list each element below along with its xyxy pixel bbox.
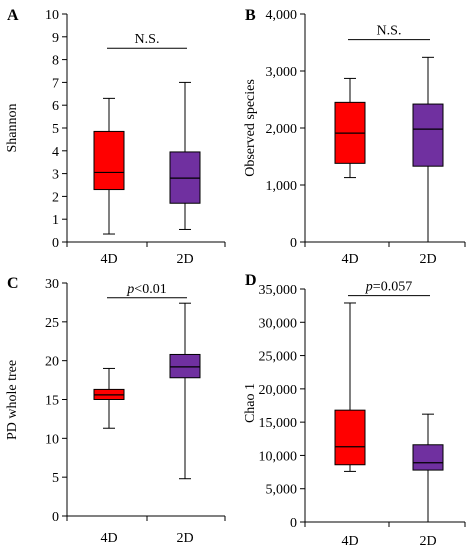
panel-c: C PD whole tree 0 5 10 15 20 25 30 p<0.01 4D 2D (5, 275, 226, 546)
y-tick-label: 15,000 (259, 416, 298, 431)
significance-label: N.S. (377, 24, 402, 39)
x-tick-label-2d: 2D (176, 531, 193, 546)
box-2d-iqr (412, 103, 444, 167)
y-tick-label: 9 (52, 31, 59, 46)
x-tick-label-4d: 4D (341, 252, 358, 267)
x-tick-label-2d: 2D (419, 252, 436, 267)
plot-area: 0 1 2 3 4 5 6 7 8 9 10 N.S. (45, 8, 226, 251)
x-tick-label-2d: 2D (176, 252, 193, 267)
panel-letter: D (245, 272, 257, 289)
y-tick-label: 10 (45, 432, 59, 447)
y-tick-label: 20 (45, 355, 59, 370)
x-tick-label-4d: 4D (341, 534, 358, 549)
x-tick-label-4d: 4D (100, 252, 117, 267)
y-tick-label: 8 (52, 54, 59, 69)
plot-area: 0 5 10 15 20 25 30 p<0.01 (45, 277, 226, 525)
y-tick-label: 4 (52, 145, 59, 160)
y-axis-label: Chao 1 (243, 383, 258, 423)
y-tick-label: 30 (45, 277, 59, 292)
panel-letter: C (7, 275, 19, 292)
y-tick-label: 6 (52, 99, 59, 114)
y-tick-label: 0 (52, 236, 59, 251)
x-tick-label-4d: 4D (100, 531, 117, 546)
y-tick-label: 35,000 (259, 283, 298, 298)
y-tick-label: 3 (52, 168, 59, 183)
panel-letter: A (7, 7, 19, 24)
y-tick-label: 3,000 (266, 65, 298, 80)
y-tick-label: 0 (52, 510, 59, 525)
panel-d: D Chao 1 0 5,000 10,000 15,000 20,000 25,000 3… (243, 272, 466, 549)
panel-a: A Shannon 0 1 2 3 4 5 6 7 8 9 10 N.S. 4D 2D (5, 7, 226, 267)
y-tick-label: 15 (45, 394, 59, 409)
y-tick-label: 5 (52, 471, 59, 486)
y-tick-label: 20,000 (259, 383, 298, 398)
plot-area: 0 5,000 10,000 15,000 20,000 25,000 30,000 35,0… (259, 280, 466, 531)
box-4d-iqr (93, 130, 125, 191)
y-tick-label: 5,000 (266, 483, 298, 498)
y-tick-label: 10 (45, 8, 59, 23)
significance-label: p<0.01 (126, 282, 166, 297)
y-tick-label: 4,000 (266, 8, 298, 23)
y-tick-label: 2 (52, 190, 59, 205)
y-tick-label: 5 (52, 122, 59, 137)
panel-b: B Observed species 0 1,000 2,000 3,000 4,000… (243, 7, 466, 267)
y-tick-label: 7 (52, 76, 59, 91)
y-tick-label: 1 (52, 213, 59, 228)
x-tick-label-2d: 2D (419, 534, 436, 549)
panel-letter: B (245, 7, 256, 24)
y-tick-label: 2,000 (266, 122, 298, 137)
box-2d-iqr (169, 353, 201, 379)
y-axis-label: Shannon (5, 104, 20, 153)
y-tick-label: 1,000 (266, 179, 298, 194)
y-tick-label: 0 (290, 236, 297, 251)
significance-label: p=0.057 (365, 280, 412, 295)
y-tick-label: 25,000 (259, 350, 298, 365)
y-tick-label: 10,000 (259, 449, 298, 464)
y-tick-label: 30,000 (259, 316, 298, 331)
y-tick-label: 25 (45, 316, 59, 331)
plot-area: 0 1,000 2,000 3,000 4,000 N.S. (266, 8, 466, 251)
box-4d-iqr (334, 409, 366, 466)
y-axis-label: PD whole tree (5, 360, 20, 440)
y-axis-label: Observed species (243, 79, 258, 177)
y-tick-label: 0 (290, 516, 297, 531)
significance-label: N.S. (135, 32, 160, 47)
box-2d-iqr (412, 444, 444, 471)
